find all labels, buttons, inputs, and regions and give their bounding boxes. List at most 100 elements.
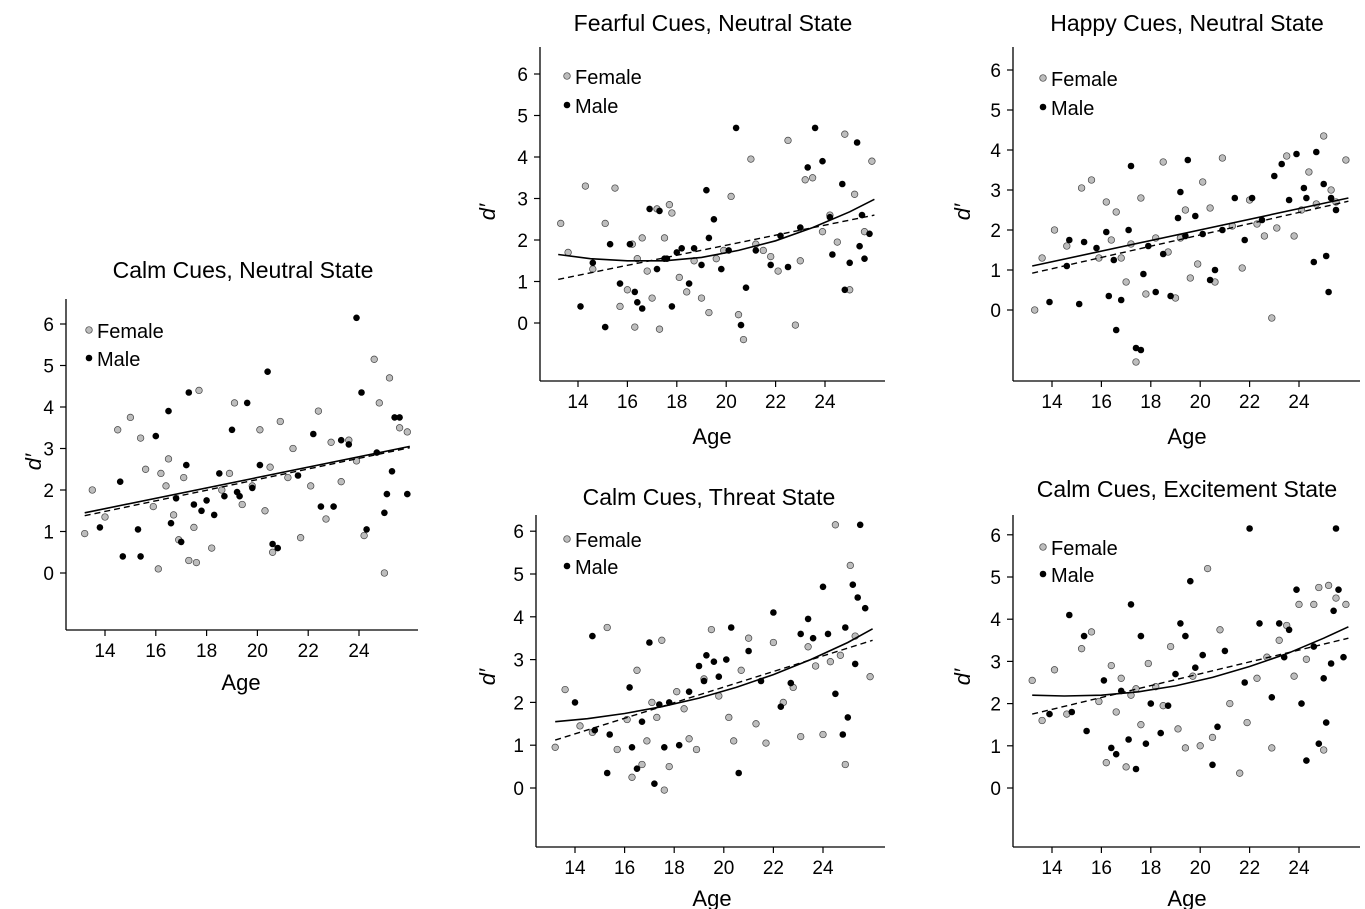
male-point [1327,194,1335,202]
female-point [1305,168,1313,176]
female-point [1243,718,1251,727]
plot-area: 14 16 18 20 22 24 0 1 2 3 4 5 6 [990,47,1360,413]
male-point [243,399,251,407]
female-point [1290,672,1298,680]
y-tick-label: 2 [990,695,1001,716]
male-point [797,630,804,638]
female-point [850,190,859,198]
female-point [208,544,216,552]
legend-male-label: Male [1051,565,1094,587]
female-point [1203,564,1212,573]
female-point [841,130,849,138]
male-point [601,323,609,331]
male-point [1068,708,1076,716]
male-point [811,124,819,132]
female-point [314,407,323,415]
male-point [1172,670,1179,678]
panel-title: Happy Cues, Neutral State [1050,10,1324,36]
male-point [856,521,864,529]
female-point [660,234,669,242]
male-point [1310,258,1318,266]
male-point [1083,727,1090,735]
female-point [648,698,656,707]
male-point [345,441,353,448]
panel-title: Calm Cues, Threat State [583,484,836,510]
legend-female-label: Female [1051,538,1118,560]
legend-male-marker [563,101,571,109]
male-point [1140,270,1147,278]
female-point [360,531,368,540]
male-point [1174,214,1182,222]
female-point [665,201,674,209]
male-point [1256,620,1263,627]
quadratic-fit-line [1032,626,1349,697]
x-axis-label: Age [692,886,731,909]
quadratic-fit-line [555,628,873,723]
x-tick-label: 18 [666,392,687,413]
female-point [603,623,611,632]
male-point [1285,196,1293,204]
male-point [1145,242,1152,250]
male-point [589,632,596,640]
quadratic-fit-line [84,445,410,514]
male-point [1192,212,1199,220]
y-tick-label: 3 [513,651,524,672]
y-tick-label: 3 [43,440,54,461]
male-point [381,509,388,517]
x-tick-label: 18 [1140,392,1161,413]
female-point [831,521,840,529]
female-point [1137,721,1145,729]
x-tick-label: 22 [1239,858,1260,879]
female-point [1295,600,1303,609]
y-tick-label: 1 [990,261,1001,282]
female-point [296,534,305,542]
male-point [854,594,861,601]
female-point [675,273,683,282]
female-point [1238,264,1246,272]
female-point [673,688,681,696]
female-point [256,426,264,434]
female-point [826,658,835,666]
female-point [289,444,297,453]
male-point [1241,236,1248,244]
female-point [1031,306,1039,314]
male-point [1275,620,1283,627]
male-point [1112,326,1120,334]
male-point [1184,156,1192,164]
male-point [675,741,683,749]
male-point [165,407,172,415]
male-point [1103,228,1110,236]
male-point [1221,647,1229,655]
male-point [591,726,599,734]
female-point [747,155,755,163]
male-point [1157,729,1164,737]
male-point [695,662,703,670]
male-point [1177,620,1184,627]
x-tick-label: 14 [94,641,116,662]
female-point [195,386,203,395]
legend-female-label: Female [1051,69,1118,91]
male-point [745,647,752,655]
male-point [1066,611,1073,619]
male-point [1182,232,1189,240]
male-point [269,540,276,548]
female-point [1077,645,1086,653]
y-tick-label: 4 [513,608,524,629]
male-point [690,245,698,252]
male-point [606,731,613,738]
female-point [668,209,676,217]
female-point [1038,254,1046,262]
male-point [737,321,745,329]
legend-male-label: Male [97,349,140,371]
male-point [330,503,337,510]
female-point [157,469,165,478]
x-tick-label: 14 [564,858,586,879]
male-point [1182,632,1189,640]
linear-fit-line [558,214,875,281]
legend-female-label: Female [575,67,642,89]
male-point [861,255,868,262]
male-point [851,660,859,668]
female-point [1283,152,1291,160]
male-point [1332,525,1340,532]
